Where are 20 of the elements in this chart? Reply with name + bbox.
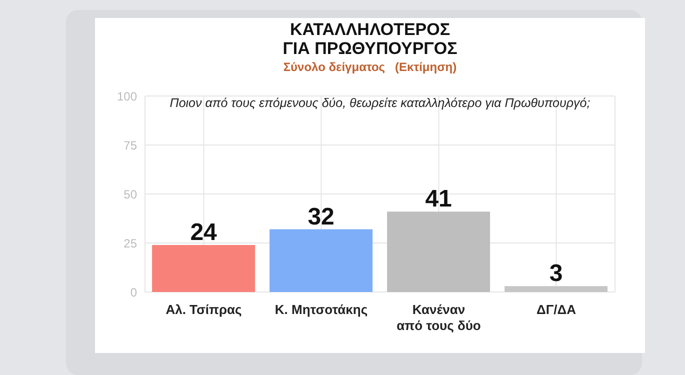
data-label: 3 [549,260,563,288]
y-tick-label: 25 [124,236,138,250]
y-tick-label: 50 [124,187,138,202]
chart-subtitle: Σύνολο δείγματος (Εκτίμηση) [282,60,458,74]
y-tick-label: 100 [116,89,138,104]
data-label: 24 [190,218,218,246]
bar [152,244,256,292]
x-tick-label: Κανέναν από τους δύο [396,302,481,333]
y-tick-label: 75 [124,138,138,152]
data-label: 32 [308,203,334,230]
bar [270,229,373,292]
x-tick-label: Αλ. Τσίπρας [166,302,242,317]
y-tick-label: 0 [130,285,138,300]
x-tick-label: ΔΓ/ΔΑ [536,302,577,317]
annotation: Ποιον από τους επόμενους δύο, θεωρείτε καταλληλότερο για Πρωθυπουργό; [168,96,592,110]
chart-title: ΚΑΤΑΛΛΗΛΟΤΕΡΟΣ ΓΙΑ ΠΡΩΘΥΠΟΥΡΓΟΣ [282,20,458,58]
x-tick-label: Κ. Μητσοτάκης [274,302,368,317]
bar [387,212,490,292]
bar [504,286,608,292]
data-label: 41 [425,186,452,213]
